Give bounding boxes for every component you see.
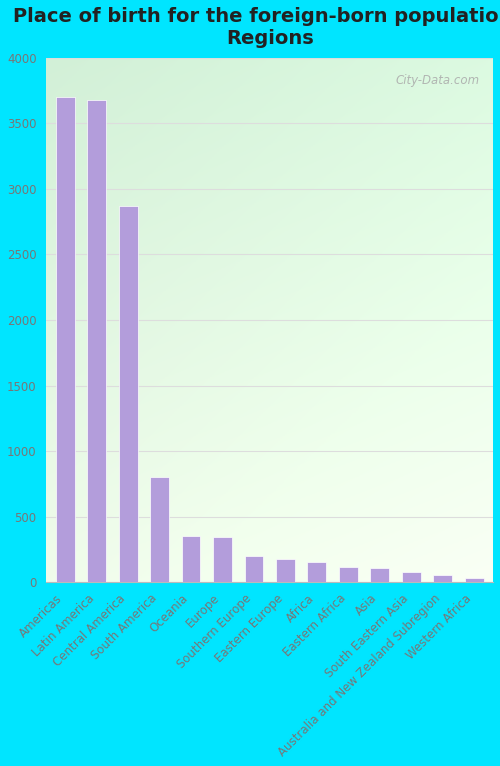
Bar xyxy=(182,535,201,582)
Bar xyxy=(370,568,389,582)
Bar xyxy=(308,562,326,582)
Bar xyxy=(339,567,358,582)
Bar xyxy=(56,97,74,582)
Bar xyxy=(402,571,420,582)
Bar xyxy=(244,556,264,582)
Bar xyxy=(118,206,138,582)
Title: Place of birth for the foreign-born population -
Regions: Place of birth for the foreign-born popu… xyxy=(12,7,500,48)
Bar xyxy=(213,537,232,582)
Bar xyxy=(87,100,106,582)
Bar xyxy=(150,477,169,582)
Bar xyxy=(434,575,452,582)
Text: City-Data.com: City-Data.com xyxy=(396,74,479,87)
Bar xyxy=(276,559,295,582)
Bar xyxy=(464,578,483,582)
